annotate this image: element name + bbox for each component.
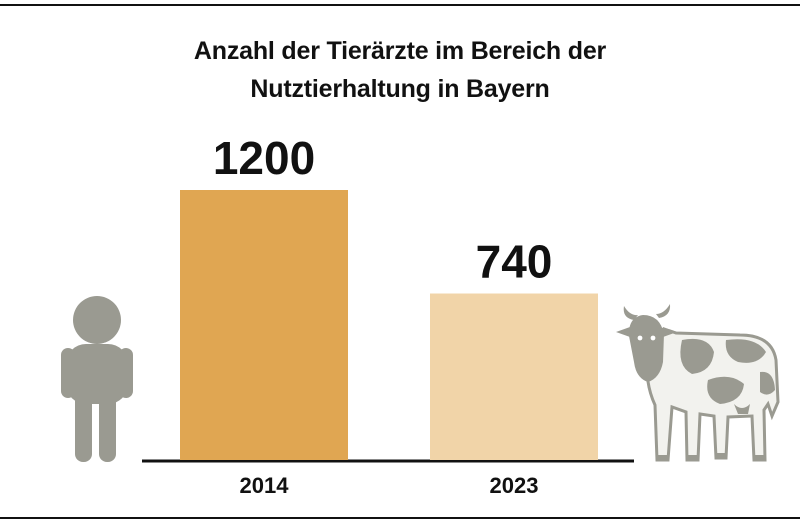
x-tick-label-2014: 2014 bbox=[240, 473, 290, 498]
chart-title-line-2: Nutztierhaltung in Bayern bbox=[250, 75, 550, 103]
x-tick-label-2023: 2023 bbox=[490, 473, 539, 498]
data-label-2014: 1200 bbox=[213, 132, 315, 184]
bar-2014 bbox=[180, 190, 348, 460]
plot-area: 1200 2014 740 2023 bbox=[142, 132, 634, 498]
person-icon bbox=[61, 296, 133, 462]
bar-2023 bbox=[430, 293, 598, 460]
data-label-2023: 740 bbox=[476, 236, 553, 288]
chart-title-line-1: Anzahl der Tierärzte im Bereich der bbox=[193, 37, 607, 65]
chart-title: Anzahl der Tierärzte im Bereich der Nutz… bbox=[0, 32, 800, 108]
cow-icon bbox=[616, 304, 780, 462]
